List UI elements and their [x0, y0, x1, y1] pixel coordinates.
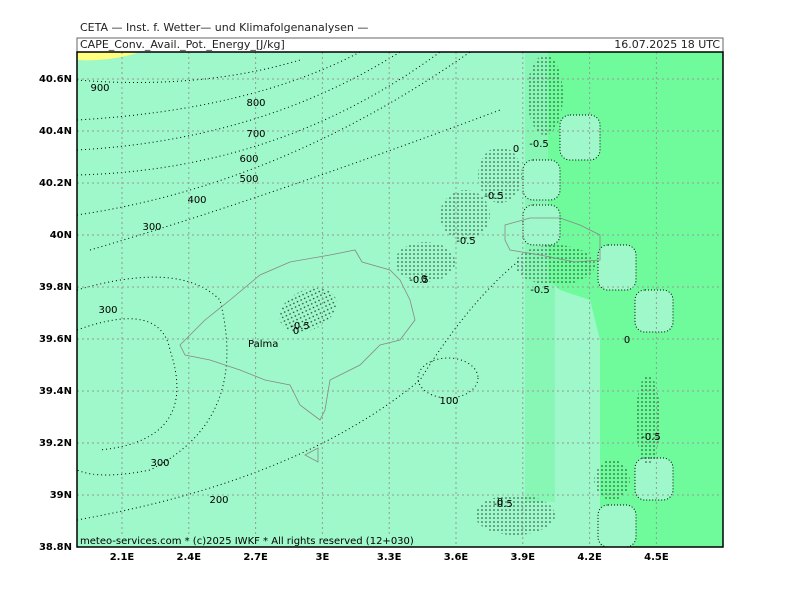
lat-label: 40.2N — [39, 178, 72, 189]
map-frame — [76, 51, 724, 548]
contour-label: 0 — [624, 335, 630, 346]
contour-label: 300 — [142, 222, 161, 233]
lat-label: 40.6N — [39, 74, 72, 85]
contour-label: -0.5 — [484, 191, 504, 202]
contour-label: 400 — [187, 195, 206, 206]
lat-label: 39.6N — [39, 334, 72, 345]
contour-label: 300 — [150, 458, 169, 469]
contour-label: -0.5 — [409, 275, 429, 286]
contour-label: 500 — [239, 174, 258, 185]
lon-label: 2.4E — [177, 552, 202, 563]
lon-label: 3.6E — [444, 552, 469, 563]
contour-label: -0.5 — [641, 432, 661, 443]
footer-bg — [77, 535, 437, 547]
lon-label: 4.2E — [577, 552, 602, 563]
contour-label: 700 — [246, 129, 265, 140]
negative-holes — [522, 114, 674, 548]
contour-label: 0 — [513, 144, 519, 155]
lon-label: 3E — [316, 552, 330, 563]
coastlines — [179, 217, 601, 463]
lon-label: 4.5E — [644, 552, 669, 563]
contour-label: -0.5 — [529, 139, 549, 150]
contour-label: 0 — [293, 326, 299, 337]
lat-label: 38.8N — [39, 542, 72, 553]
header-source: CETA — Inst. f. Wetter— und Klimafolgena… — [80, 21, 368, 34]
contour-label: 900 — [90, 83, 109, 94]
lon-label: 3.9E — [511, 552, 536, 563]
contour-label: -0.5 — [290, 321, 310, 332]
field-high — [77, 52, 140, 61]
lat-label: 39.8N — [39, 282, 72, 293]
lon-label: 2.1E — [110, 552, 135, 563]
lat-label: 39.4N — [39, 386, 72, 397]
footer: meteo-services.com * (c)2025 IWKF * All … — [80, 536, 414, 547]
contour-label: -0.5 — [530, 285, 550, 296]
lat-label: 40.4N — [39, 126, 72, 137]
contour-label: 600 — [239, 154, 258, 165]
header-parameter: CAPE_Conv._Avail._Pot._Energy_[J/kg] — [80, 38, 285, 51]
place-label: Palma — [248, 339, 278, 350]
contour-label: 100 — [439, 396, 458, 407]
contour-label: 0 — [497, 497, 503, 508]
contour-label: 800 — [246, 98, 265, 109]
contour-label: 300 — [98, 305, 117, 316]
lat-label: 39.2N — [39, 438, 72, 449]
contour-label: -0.5 — [493, 499, 513, 510]
contour-label: -0.5 — [456, 236, 476, 247]
header-time: 16.07.2025 18 UTC — [614, 38, 720, 51]
contours — [76, 51, 521, 521]
lat-label: 39N — [50, 490, 72, 501]
lon-label: 2.7E — [243, 552, 268, 563]
contour-label: 0 — [421, 274, 427, 285]
lon-label: 3.3E — [377, 552, 402, 563]
lat-label: 40N — [50, 230, 72, 241]
contour-label: 200 — [209, 495, 228, 506]
